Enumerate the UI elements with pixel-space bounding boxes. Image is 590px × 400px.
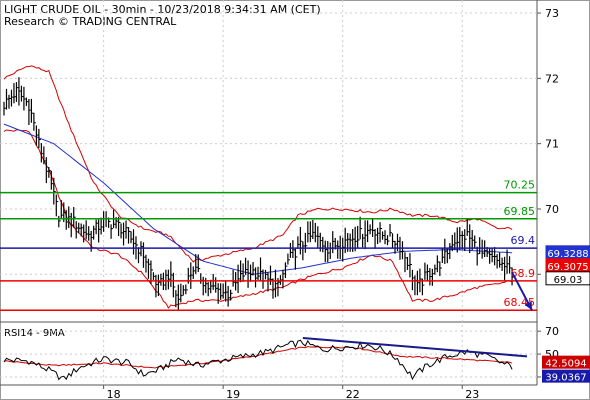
forecast-arrow-head: [524, 301, 532, 311]
price-marker-label: 69.3075: [547, 262, 588, 273]
rsi-line: [3, 339, 513, 381]
price-marker-label: 69.3288: [547, 249, 588, 260]
price-tick-label: 70: [545, 203, 559, 216]
x-tick-label: 23: [465, 388, 479, 400]
bollinger-lower-line: [3, 129, 513, 309]
level-label: 69.85: [504, 205, 536, 218]
price-tick-label: 72: [545, 72, 559, 85]
level-label: 69.4: [511, 234, 536, 247]
price-marker-box: [545, 271, 590, 286]
x-tick-label: 18: [107, 388, 121, 400]
rsi-marker-box: [542, 355, 590, 369]
x-tick-label: 19: [226, 388, 240, 400]
price-tick-label: 71: [545, 138, 559, 151]
level-label: 68.9: [511, 267, 536, 280]
rsi-marker-label: 39.0367: [545, 373, 586, 384]
level-label: 70.25: [504, 179, 536, 192]
moving-average-line: [3, 123, 513, 275]
rsi-marker-box: [542, 369, 590, 383]
rsi-marker-label: 42.5094: [545, 359, 586, 370]
rsi-panel-title: RSI14 - 9MA: [4, 328, 65, 339]
rsi-trendline: [302, 337, 528, 358]
price-tick-label: 73: [545, 7, 559, 20]
rsi-tick-label: 70: [545, 325, 559, 338]
x-tick-label: 22: [346, 388, 360, 400]
chart-subtitle: Research © TRADING CENTRAL: [4, 15, 177, 28]
price-marker-label: 69.03: [554, 275, 583, 286]
